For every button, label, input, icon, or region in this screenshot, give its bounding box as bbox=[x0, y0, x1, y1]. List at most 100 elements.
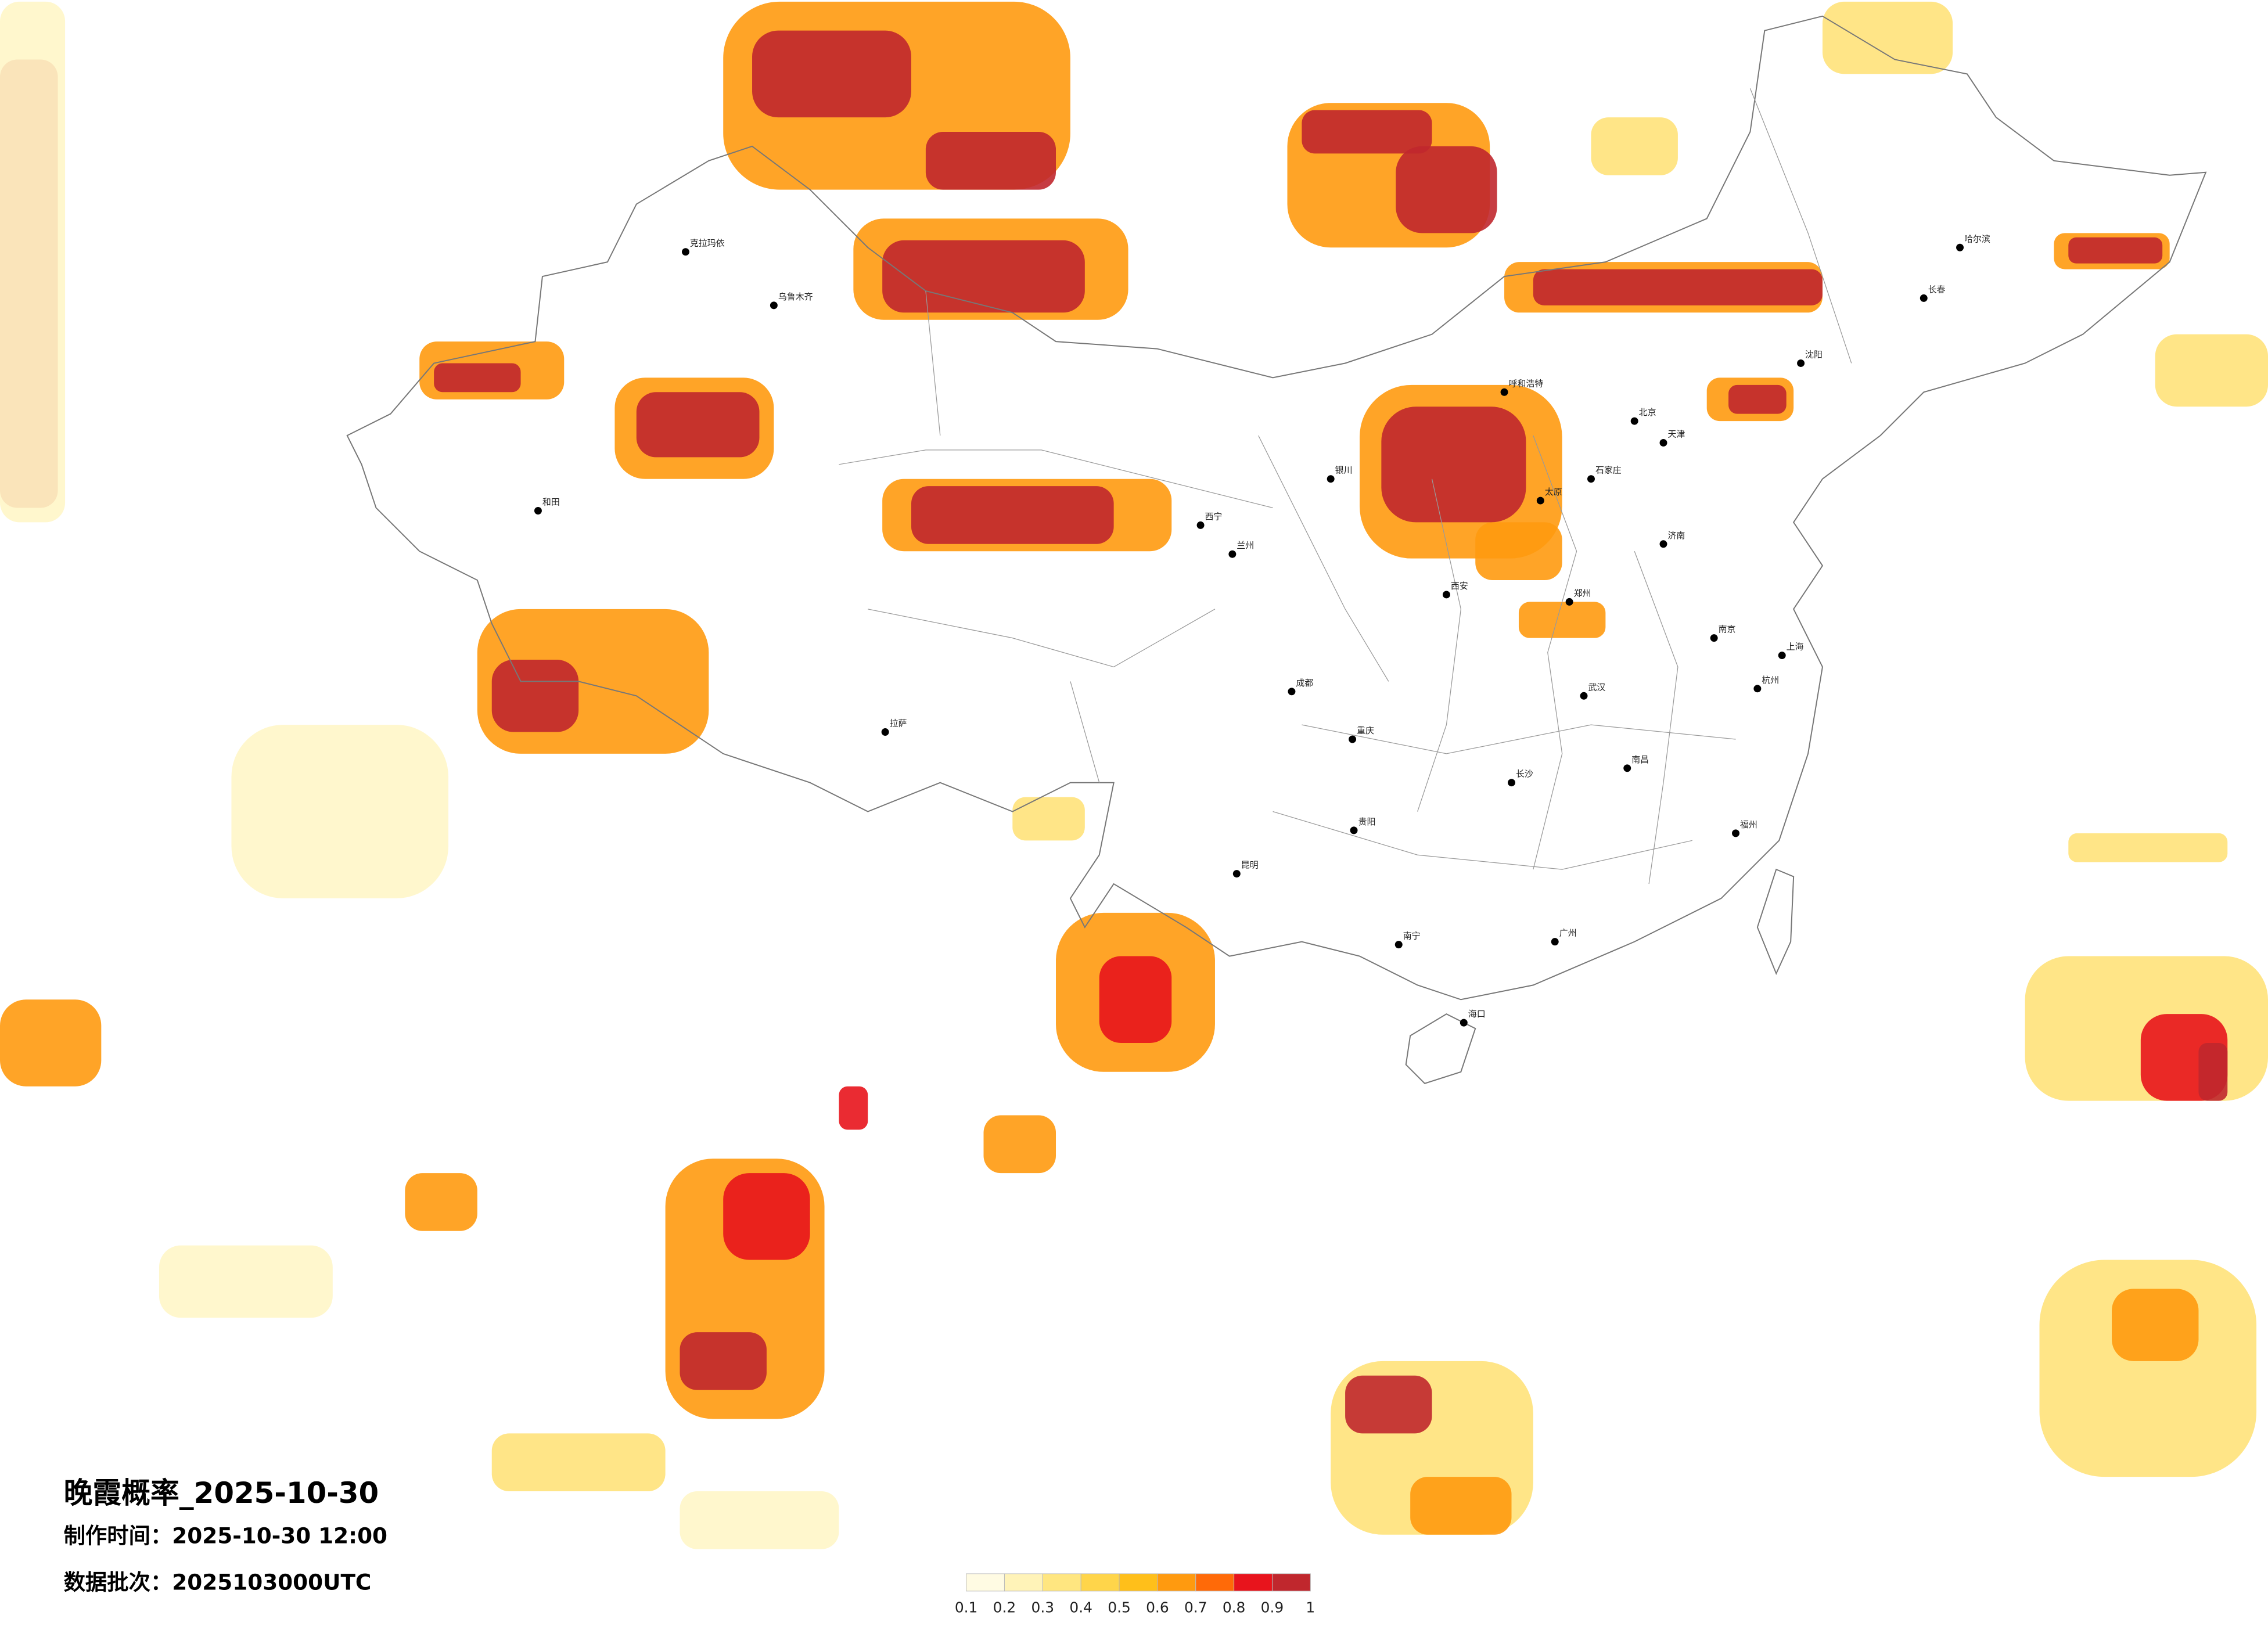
probability-blob bbox=[434, 363, 521, 393]
city-dot bbox=[1920, 294, 1928, 302]
title: 晚霞概率_2025-10-30 bbox=[64, 1476, 379, 1510]
probability-blob bbox=[1410, 1477, 1512, 1535]
city-dot bbox=[681, 248, 689, 256]
legend-tick-label: 0.1 bbox=[955, 1599, 978, 1616]
probability-blob bbox=[2155, 334, 2268, 407]
legend-swatch bbox=[1195, 1573, 1235, 1592]
probability-blob bbox=[491, 660, 579, 732]
probability-blob bbox=[159, 1245, 333, 1318]
probability-blob bbox=[2068, 237, 2163, 264]
city-dot bbox=[1587, 475, 1595, 483]
city-label: 拉萨 bbox=[890, 718, 907, 729]
city-label: 克拉玛依 bbox=[690, 238, 725, 249]
city-dot bbox=[1710, 634, 1718, 642]
city-label: 成都 bbox=[1296, 678, 1313, 688]
city-label: 银川 bbox=[1335, 465, 1353, 476]
probability-blob bbox=[1728, 384, 1787, 414]
probability-blob bbox=[2068, 833, 2228, 862]
legend-swatch bbox=[1234, 1573, 1273, 1592]
city-dot bbox=[1536, 497, 1544, 505]
legend-tick-label: 0.9 bbox=[1261, 1599, 1284, 1616]
probability-blob bbox=[1381, 406, 1526, 523]
legend-tick-label: 1 bbox=[1306, 1599, 1315, 1616]
city-dot bbox=[534, 507, 542, 515]
city-dot bbox=[1732, 829, 1739, 837]
probability-blob bbox=[680, 1332, 767, 1390]
city-label: 兰州 bbox=[1237, 540, 1254, 551]
city-label: 郑州 bbox=[1574, 588, 1591, 598]
city-dot bbox=[1659, 540, 1667, 548]
probability-blob bbox=[405, 1173, 477, 1231]
city-label: 广州 bbox=[1559, 928, 1577, 938]
city-label: 石家庄 bbox=[1595, 465, 1622, 476]
city-label: 贵阳 bbox=[1358, 816, 1376, 827]
city-label: 北京 bbox=[1639, 407, 1656, 418]
city-label: 乌鲁木齐 bbox=[778, 292, 813, 302]
city-dot bbox=[1956, 243, 1964, 251]
city-dot bbox=[1623, 764, 1631, 772]
probability-blob bbox=[1533, 269, 1823, 305]
city-label: 呼和浩特 bbox=[1509, 378, 1544, 388]
city-label: 南昌 bbox=[1631, 754, 1649, 765]
legend-swatch bbox=[1042, 1573, 1081, 1592]
city-dot bbox=[1753, 685, 1762, 693]
legend-swatch bbox=[1271, 1573, 1311, 1592]
probability-field bbox=[0, 1, 2268, 1549]
legend-tick-label: 0.7 bbox=[1184, 1599, 1207, 1616]
city-dot bbox=[1288, 688, 1296, 696]
country-outline bbox=[346, 15, 2207, 1001]
taiwan bbox=[1756, 868, 1795, 975]
city-dot bbox=[1797, 359, 1805, 367]
city-dot bbox=[1460, 1019, 1468, 1027]
city-label: 上海 bbox=[1787, 642, 1804, 652]
probability-blob bbox=[723, 1173, 810, 1260]
city-label: 沈阳 bbox=[1805, 350, 1823, 360]
city-dot bbox=[1565, 598, 1573, 606]
city-dot bbox=[1508, 779, 1515, 787]
city-label: 天津 bbox=[1667, 429, 1685, 439]
probability-blob bbox=[2198, 1042, 2228, 1101]
probability-blob bbox=[1518, 602, 1606, 638]
city-label: 和田 bbox=[542, 497, 560, 508]
city-label: 南宁 bbox=[1403, 931, 1421, 941]
probability-blob bbox=[983, 1115, 1056, 1174]
hainan bbox=[1405, 1013, 1476, 1084]
city-dot bbox=[1232, 870, 1241, 878]
city-dot bbox=[1659, 438, 1667, 447]
city-label: 武汉 bbox=[1588, 682, 1605, 692]
city-dot bbox=[1630, 417, 1638, 425]
probability-blob bbox=[1345, 1375, 1432, 1434]
city-label: 杭州 bbox=[1762, 675, 1779, 685]
probability-blob bbox=[1012, 797, 1085, 841]
city-dot bbox=[1442, 591, 1450, 599]
probability-blob bbox=[0, 999, 102, 1087]
city-label: 重庆 bbox=[1357, 725, 1374, 736]
probability-blob bbox=[2039, 1260, 2257, 1477]
probability-blob bbox=[680, 1491, 839, 1549]
legend-tick-label: 0.4 bbox=[1069, 1599, 1092, 1616]
probability-blob bbox=[231, 725, 449, 898]
legend: 0.1 0.2 0.3 0.4 0.5 0.6 0.7 0.8 0.9 1 bbox=[955, 1573, 1315, 1616]
legend-tick-label: 0.2 bbox=[993, 1599, 1016, 1616]
city-label: 长沙 bbox=[1516, 769, 1533, 779]
probability-blob bbox=[839, 1086, 868, 1130]
city-label: 福州 bbox=[1740, 819, 1757, 830]
legend-swatch bbox=[1157, 1573, 1196, 1592]
legend-tick-label: 0.6 bbox=[1146, 1599, 1169, 1616]
probability-blob bbox=[2112, 1289, 2199, 1361]
probability-blob bbox=[1396, 146, 1497, 233]
probability-blob bbox=[1099, 956, 1172, 1043]
probability-blob bbox=[925, 132, 1056, 190]
city-dot bbox=[1228, 550, 1237, 558]
probability-blob bbox=[636, 392, 760, 458]
probability-blob bbox=[882, 240, 1085, 313]
city-label: 哈尔滨 bbox=[1964, 233, 1990, 244]
city-label: 太原 bbox=[1545, 487, 1562, 497]
city-dot bbox=[770, 301, 778, 310]
city-dot bbox=[1580, 692, 1588, 700]
city-dot bbox=[1350, 826, 1358, 834]
province-lines bbox=[839, 88, 1852, 884]
city-label: 昆明 bbox=[1241, 860, 1259, 870]
